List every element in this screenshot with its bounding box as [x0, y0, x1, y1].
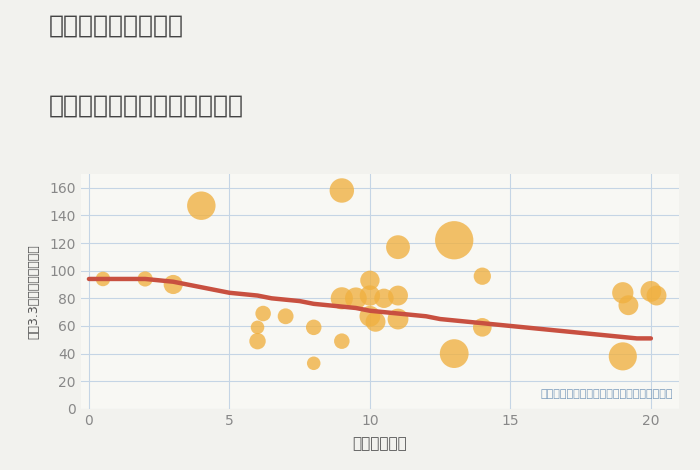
Point: [379, 295, 390, 302]
Point: [477, 273, 488, 280]
Text: 円の大きさは、取引のあった物件面積を示す: 円の大きさは、取引のあった物件面積を示す: [540, 390, 673, 400]
Point: [97, 275, 108, 283]
Point: [449, 236, 460, 244]
Point: [651, 292, 662, 299]
Point: [336, 187, 347, 194]
Point: [449, 350, 460, 357]
Point: [645, 288, 657, 295]
Text: 駅距離別中古マンション価格: 駅距離別中古マンション価格: [49, 94, 244, 118]
Point: [364, 313, 375, 320]
Point: [623, 301, 634, 309]
Point: [336, 295, 347, 302]
Point: [370, 318, 381, 326]
Point: [308, 323, 319, 331]
Point: [364, 292, 375, 299]
Point: [393, 292, 404, 299]
Point: [477, 323, 488, 331]
Point: [252, 323, 263, 331]
Point: [196, 202, 207, 210]
Text: 奈良県奈良市柳町の: 奈良県奈良市柳町の: [49, 14, 184, 38]
Point: [393, 315, 404, 323]
Point: [308, 360, 319, 367]
Point: [336, 337, 347, 345]
Y-axis label: 坪（3.3㎡）単価（万円）: 坪（3.3㎡）単価（万円）: [28, 244, 41, 339]
Point: [617, 352, 629, 360]
Point: [350, 295, 361, 302]
Point: [258, 310, 269, 317]
Point: [617, 289, 629, 297]
Point: [393, 243, 404, 251]
Point: [252, 337, 263, 345]
X-axis label: 駅距離（分）: 駅距離（分）: [352, 436, 407, 451]
Point: [280, 313, 291, 320]
Point: [364, 276, 375, 284]
Point: [139, 275, 150, 283]
Point: [167, 281, 178, 288]
